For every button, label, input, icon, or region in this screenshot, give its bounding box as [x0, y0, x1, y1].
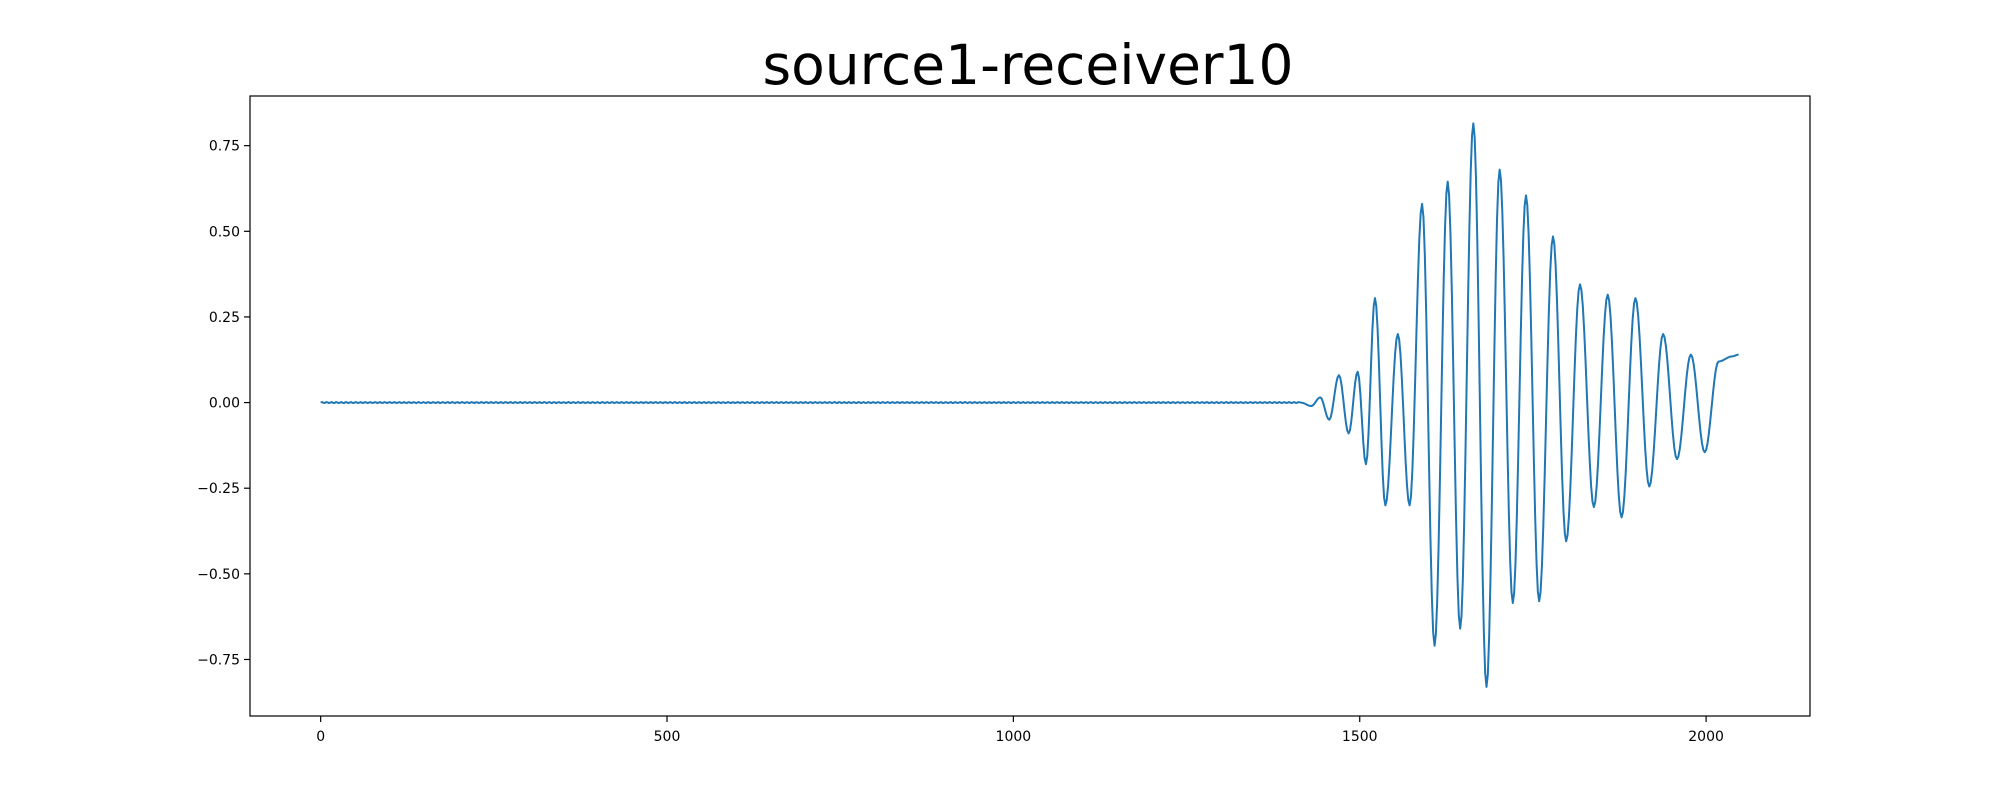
y-tick-label: 0.75 — [209, 139, 240, 155]
y-tick-label: −0.75 — [197, 652, 240, 668]
x-tick-label: 500 — [654, 729, 681, 745]
x-tick-label: 0 — [316, 729, 325, 745]
x-axis-ticks: 0 500 1000 1500 2000 — [316, 716, 1724, 745]
chart-title: source1-receiver10 — [762, 33, 1293, 97]
y-axis-ticks: −0.75 −0.50 −0.25 0.00 0.25 0.50 0.75 — [197, 139, 250, 668]
y-tick-label: −0.25 — [197, 481, 240, 497]
x-tick-label: 1500 — [1342, 729, 1378, 745]
series-layer — [320, 122, 1739, 688]
y-tick-label: 0.00 — [209, 396, 240, 412]
y-tick-label: −0.50 — [197, 567, 240, 583]
series-line-0 — [320, 122, 1739, 688]
y-tick-label: 0.25 — [209, 310, 240, 326]
x-tick-label: 2000 — [1688, 729, 1724, 745]
y-tick-label: 0.50 — [209, 224, 240, 240]
plot-frame — [249, 95, 1811, 717]
x-tick-label: 1000 — [996, 729, 1032, 745]
